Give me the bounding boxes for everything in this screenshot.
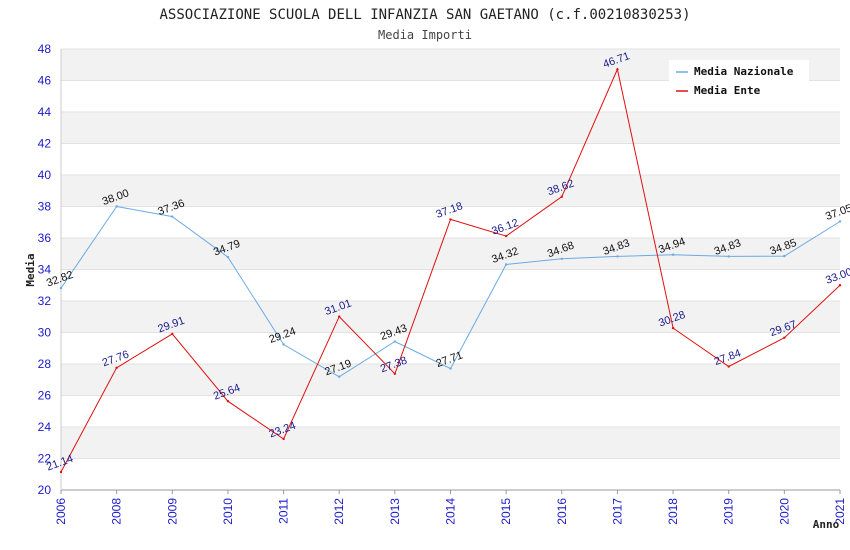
y-tick-label: 44 (38, 105, 52, 119)
data-point-media-ente (616, 68, 619, 71)
y-tick-label: 38 (38, 200, 52, 214)
y-tick-label: 46 (38, 74, 52, 88)
y-tick-label: 30 (38, 326, 52, 340)
y-tick-label: 22 (38, 452, 52, 466)
y-tick-label: 42 (38, 137, 52, 151)
data-point-media-nazionale (171, 215, 174, 218)
background-band (61, 395, 840, 427)
data-point-media-ente (449, 218, 452, 221)
x-tick-label: 2017 (610, 498, 624, 525)
data-point-media-nazionale (393, 340, 397, 343)
y-tick-label: 36 (38, 231, 52, 245)
data-point-media-nazionale (560, 257, 563, 260)
y-tick-label: 20 (38, 483, 52, 497)
x-axis-label: Anno (813, 518, 840, 531)
y-tick-label: 24 (38, 420, 52, 434)
data-point-media-nazionale (504, 263, 508, 266)
y-tick-label: 28 (38, 357, 52, 371)
x-tick-label: 2021 (833, 498, 847, 525)
gridlines (61, 48, 840, 491)
data-point-media-ente (838, 284, 842, 287)
x-tick-label: 2010 (221, 498, 235, 525)
y-tick-label: 34 (38, 263, 52, 277)
data-point-media-nazionale (115, 205, 118, 208)
data-point-media-nazionale (226, 255, 230, 259)
data-point-media-ente (59, 470, 63, 474)
data-point-media-ente (171, 332, 174, 336)
x-tick-label: 2020 (777, 498, 791, 525)
legend-label-media-ente: Media Ente (694, 84, 761, 97)
data-point-media-nazionale (671, 253, 675, 256)
y-tick-label: 32 (38, 294, 52, 308)
legend: Media Nazionale Media Ente (669, 60, 809, 102)
data-point-media-ente (504, 234, 508, 238)
chart-title: ASSOCIAZIONE SCUOLA DELL INFANZIA SAN GA… (159, 7, 690, 23)
chart-subtitle: Media Importi (378, 28, 472, 42)
data-point-media-ente (560, 195, 563, 198)
x-tick-label: 2015 (499, 498, 513, 525)
plot-background-bands (61, 49, 840, 490)
y-tick-label: 48 (38, 42, 52, 56)
background-band (61, 112, 840, 144)
data-point-media-nazionale (59, 286, 63, 290)
x-tick-label: 2008 (110, 498, 124, 525)
x-tick-label: 2018 (666, 498, 680, 525)
x-tick-label: 2006 (54, 498, 68, 525)
background-band (61, 458, 840, 490)
data-point-media-ente (727, 365, 730, 368)
x-tick-label: 2013 (388, 498, 402, 525)
data-point-media-ente (338, 315, 341, 318)
background-band (61, 269, 840, 301)
data-point-media-ente (115, 366, 118, 369)
x-tick-label: 2019 (722, 498, 736, 525)
x-tick-label: 2009 (165, 498, 179, 525)
background-band (61, 301, 840, 333)
x-tick-label: 2016 (555, 498, 569, 525)
data-point-media-ente (393, 372, 397, 375)
background-band (61, 427, 840, 459)
data-point-media-nazionale (838, 220, 842, 223)
data-point-media-nazionale (616, 255, 619, 258)
series-lines (59, 67, 842, 474)
y-axis-ticks: 20 22 24 26 28 30 32 34 36 38 40 42 44 46 48 (38, 42, 52, 497)
x-axis-ticks: 2006 2008 2009 2010 2011 2012 2013 2014 2015 2016… (54, 490, 847, 525)
y-axis-label: Media (24, 253, 37, 286)
background-band (61, 143, 840, 175)
x-tick-label: 2012 (332, 498, 346, 525)
background-band (61, 332, 840, 364)
data-point-media-nazionale (783, 254, 786, 258)
y-tick-label: 26 (38, 389, 52, 403)
legend-box (669, 60, 809, 102)
legend-label-media-nazionale: Media Nazionale (694, 65, 794, 78)
background-band (61, 175, 840, 207)
data-point-media-ente (783, 336, 786, 339)
data-point-media-ente (671, 326, 675, 330)
y-tick-label: 40 (38, 168, 52, 182)
data-point-media-nazionale (727, 255, 730, 258)
data-point-media-nazionale (282, 343, 285, 346)
data-point-media-nazionale (338, 375, 341, 378)
x-tick-label: 2011 (277, 498, 291, 524)
background-band (61, 238, 840, 270)
data-point-media-nazionale (449, 367, 452, 370)
background-band (61, 206, 840, 238)
x-tick-label: 2014 (444, 498, 458, 525)
data-point-media-ente (226, 399, 230, 403)
data-point-media-ente (282, 437, 285, 441)
